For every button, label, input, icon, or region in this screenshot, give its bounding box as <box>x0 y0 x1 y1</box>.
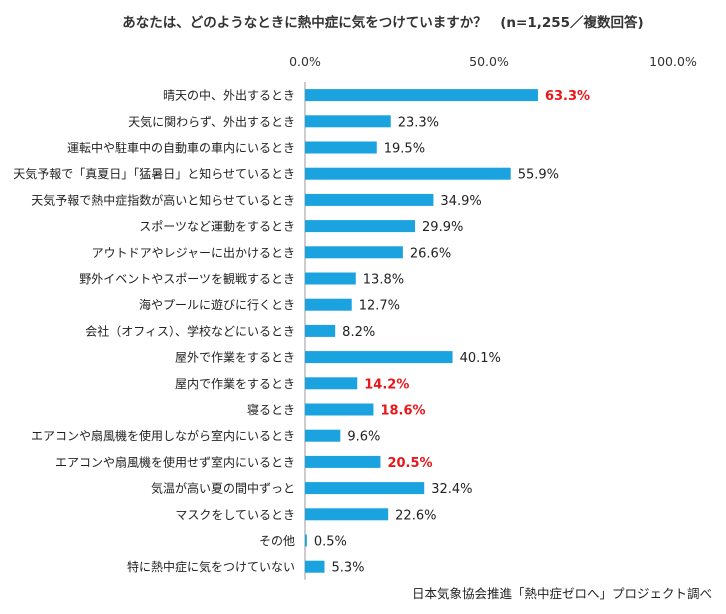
x-tick-label: 100.0% <box>649 54 697 69</box>
value-label: 23.3% <box>398 115 439 130</box>
x-tick-label: 50.0% <box>469 54 509 69</box>
bar <box>305 272 356 285</box>
value-label: 9.6% <box>347 430 380 445</box>
bars-group: 晴天の中、外出するとき 63.3% 天気に関わらず、外出するとき 23.3% 運転中や駐… <box>13 88 590 576</box>
bar-row: 特に熱中症に気をつけていない 5.3% <box>127 559 365 576</box>
source-note: 日本気象協会推進「熱中症ゼロへ」プロジェクト調べ <box>412 586 712 601</box>
bar <box>305 403 374 416</box>
value-label: 13.8% <box>363 273 404 288</box>
bar-row: 天気に関わらず、外出するとき 23.3% <box>128 114 439 131</box>
bar-row: エアコンや扇風機を使用しながら室内にいるとき 9.6% <box>31 428 380 445</box>
value-label: 18.6% <box>380 404 425 419</box>
bar <box>305 377 358 390</box>
category-label: マスクをしているとき <box>175 508 295 522</box>
value-label: 29.9% <box>422 220 463 235</box>
bar <box>305 508 389 521</box>
category-label: 気温が高い夏の間中ずっと <box>151 481 295 496</box>
category-label: 屋内で作業をするとき <box>175 377 295 391</box>
bar <box>305 429 341 442</box>
value-label: 19.5% <box>384 142 425 157</box>
category-label: エアコンや扇風機を使用せず室内にいるとき <box>55 454 295 469</box>
value-label: 26.6% <box>410 246 451 261</box>
bar-row: マスクをしているとき 22.6% <box>175 508 436 524</box>
value-label: 5.3% <box>332 561 365 576</box>
category-label: エアコンや扇風機を使用しながら室内にいるとき <box>31 428 295 443</box>
category-label: 野外イベントやスポーツを観戦するとき <box>79 272 295 286</box>
bar <box>305 560 325 573</box>
category-label: 特に熱中症に気をつけていない <box>127 559 295 574</box>
category-label: 会社（オフィス）、学校などにいるとき <box>85 323 295 338</box>
value-label: 14.2% <box>364 377 409 392</box>
bar-row: 寝るとき 18.6% <box>247 402 426 419</box>
bar <box>305 482 425 495</box>
bar <box>305 89 538 102</box>
bar-row: その他 0.5% <box>259 534 347 550</box>
bar <box>305 141 377 154</box>
bar <box>305 298 352 311</box>
bar-row: 天気予報で熱中症指数が高いと知らせているとき 34.9% <box>31 192 482 209</box>
value-label: 8.2% <box>342 325 375 340</box>
category-label: アウトドアやレジャーに出かけるとき <box>92 246 295 260</box>
category-label: 晴天の中、外出するとき <box>163 88 295 103</box>
bar <box>305 534 307 547</box>
bar <box>305 324 336 337</box>
bar <box>305 455 381 468</box>
bar <box>305 220 416 233</box>
bar-row: 会社（オフィス）、学校などにいるとき 8.2% <box>85 323 375 340</box>
bar <box>305 193 434 206</box>
bar-row: 野外イベントやスポーツを観戦するとき 13.8% <box>79 272 404 288</box>
x-tick-label: 0.0% <box>289 54 321 69</box>
category-label: その他 <box>259 534 295 548</box>
bar-row: 運転中や駐車中の自動車の車内にいるとき 19.5% <box>67 140 425 157</box>
category-label: 天気予報で「真夏日」「猛暑日」と知らせているとき <box>13 166 295 181</box>
x-axis-ticks: 0.0% 50.0% 100.0% <box>289 54 697 69</box>
bar <box>305 167 511 180</box>
bar <box>305 246 403 259</box>
value-label: 63.3% <box>545 89 590 104</box>
bar-row: アウトドアやレジャーに出かけるとき 26.6% <box>92 246 452 262</box>
value-label: 40.1% <box>460 351 501 366</box>
bar-row: 気温が高い夏の間中ずっと 32.4% <box>151 481 473 498</box>
category-label: 屋外で作業をするとき <box>175 351 295 365</box>
bar-row: スポーツなど運動をするとき 29.9% <box>139 220 463 236</box>
value-label: 55.9% <box>518 168 559 183</box>
bar <box>305 115 391 128</box>
value-label: 22.6% <box>395 508 436 523</box>
bar-row: 海やプールに遊びに行くとき 12.7% <box>139 297 400 314</box>
category-label: 海やプールに遊びに行くとき <box>139 297 295 312</box>
category-label: 天気予報で熱中症指数が高いと知らせているとき <box>31 192 295 207</box>
value-label: 32.4% <box>431 482 472 497</box>
bar-row: エアコンや扇風機を使用せず室内にいるとき 20.5% <box>55 454 433 471</box>
category-label: スポーツなど運動をするとき <box>139 220 295 234</box>
value-label: 12.7% <box>359 299 400 314</box>
category-label: 運転中や駐車中の自動車の車内にいるとき <box>67 140 295 155</box>
value-label: 0.5% <box>314 535 347 550</box>
bar-row: 屋外で作業をするとき 40.1% <box>175 351 501 367</box>
bar-row: 晴天の中、外出するとき 63.3% <box>163 88 590 105</box>
bar-row: 天気予報で「真夏日」「猛暑日」と知らせているとき 55.9% <box>13 166 559 183</box>
category-label: 寝るとき <box>247 402 295 417</box>
bar-row: 屋内で作業をするとき 14.2% <box>175 377 409 393</box>
chart-title: あなたは、どのようなときに熱中症に気をつけていますか？ (n=1,255／複数回… <box>122 14 643 31</box>
bar <box>305 351 453 364</box>
value-label: 20.5% <box>387 456 432 471</box>
value-label: 34.9% <box>440 194 481 209</box>
category-label: 天気に関わらず、外出するとき <box>128 114 295 129</box>
